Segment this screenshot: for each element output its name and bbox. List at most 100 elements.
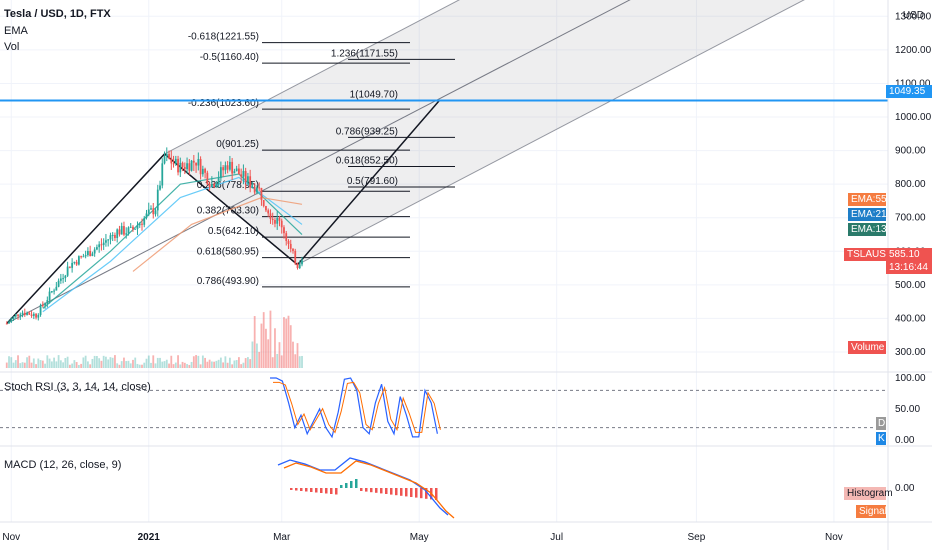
macd-histogram-bar — [290, 488, 293, 490]
volume-bar — [100, 360, 103, 368]
macd-histogram-bar — [340, 485, 343, 488]
macd-histogram-bar — [345, 483, 348, 488]
candle-body — [80, 256, 83, 258]
volume-bar — [208, 359, 211, 368]
volume-bar — [197, 355, 200, 368]
candle-body — [152, 208, 155, 215]
candle-body — [84, 255, 87, 257]
volume-bar — [267, 339, 270, 368]
stoch-axis-tick: 100.00 — [895, 373, 926, 384]
macd-histogram-bar — [355, 479, 358, 488]
volume-bar — [287, 315, 290, 368]
candles — [5, 147, 303, 325]
ema13-label: EMA:13 — [848, 223, 887, 236]
candle-body — [86, 251, 89, 256]
volume-bar — [64, 358, 67, 368]
volume-bar — [244, 358, 247, 368]
volume-bar — [28, 355, 31, 368]
volume-bar — [21, 362, 24, 368]
candle-body — [41, 305, 44, 307]
time-axis-label: Nov — [2, 532, 20, 543]
volume-bar — [256, 343, 258, 368]
macd-histogram-bar — [390, 488, 393, 495]
macd-histogram-bar — [300, 488, 303, 491]
grid — [0, 0, 888, 522]
candle-body — [138, 223, 141, 226]
candle-body — [274, 220, 276, 224]
volume-bar — [280, 355, 283, 368]
volume-bar — [154, 363, 157, 368]
volume-bar — [53, 357, 55, 368]
volume-bar — [118, 364, 121, 368]
candle-body — [136, 225, 139, 229]
candle-body — [231, 161, 234, 174]
volume-bar — [159, 357, 161, 368]
fib-level-label: -0.236(1023.60) — [188, 98, 259, 109]
symbol-title[interactable]: Tesla / USD, 1D, FTX — [4, 8, 111, 20]
candle-body — [226, 165, 229, 170]
fib-level-label: 0.786(493.90) — [197, 276, 259, 287]
volume-bar — [283, 317, 285, 368]
candle-body — [37, 314, 40, 318]
volume-bar — [190, 361, 193, 368]
hline-price-label: 1049.35 — [886, 85, 932, 98]
volume-bar — [201, 355, 204, 368]
candle-body — [57, 280, 60, 287]
volume-bar — [186, 364, 188, 368]
candle-body — [217, 178, 220, 184]
price-axis[interactable]: 1300.00 1200.00 1100.00 1000.00 900.00 800.00… — [895, 11, 932, 494]
time-axis[interactable]: Nov 2021 Mar May Jul Sep Nov — [2, 532, 842, 543]
candle-body — [12, 316, 15, 319]
legend-ema[interactable]: EMA — [4, 25, 28, 37]
candle-body — [21, 312, 24, 315]
volume-bar — [59, 360, 62, 368]
candle-body — [301, 260, 303, 265]
currency-label: USD — [902, 10, 924, 21]
candle-body — [109, 235, 112, 240]
volume-bar — [48, 358, 51, 368]
candle-body — [8, 321, 10, 324]
volume-bar — [116, 363, 119, 368]
volume-bar — [55, 361, 58, 368]
candle-body — [197, 158, 200, 166]
legend-vol[interactable]: Vol — [4, 41, 20, 53]
candle-body — [251, 187, 254, 189]
candle-body — [111, 234, 114, 236]
volume-bar — [262, 312, 265, 368]
volume-bar — [50, 361, 53, 368]
macd-histogram-bar — [380, 488, 383, 494]
volume-bar — [199, 364, 202, 368]
candle-body — [208, 184, 211, 187]
pitchfork[interactable] — [6, 0, 932, 324]
time-axis-label: Sep — [688, 532, 706, 543]
pitchfork-fill — [164, 0, 804, 265]
time-axis-label: Nov — [825, 532, 843, 543]
volume-bar — [192, 356, 195, 368]
candle-body — [55, 286, 58, 291]
volume-bar — [301, 355, 303, 368]
candle-body — [89, 251, 92, 257]
volume-bar — [32, 358, 35, 368]
candle-body — [222, 167, 225, 171]
volume-bar — [120, 361, 123, 368]
volume-bar — [276, 353, 279, 368]
macd-signal-label: Signal — [856, 505, 887, 518]
volume-bar — [258, 351, 261, 368]
time-axis-label: Mar — [273, 532, 291, 543]
macd-pane — [277, 457, 455, 519]
candle-body — [161, 163, 164, 186]
volume-bar — [195, 355, 197, 368]
countdown-label: 13:16:44 — [886, 261, 932, 274]
candle-body — [5, 323, 8, 325]
volume-bar — [107, 359, 110, 368]
volume-bar — [136, 363, 139, 368]
stoch-rsi-title[interactable]: Stoch RSI (3, 3, 14, 14, close) — [4, 381, 151, 393]
candle-body — [134, 228, 137, 230]
candle-body — [105, 240, 107, 243]
volume-bar — [26, 357, 28, 368]
macd-title[interactable]: MACD (12, 26, close, 9) — [4, 459, 122, 471]
volume-bar — [204, 357, 206, 368]
candle-body — [170, 158, 173, 164]
volume-bar — [249, 359, 252, 368]
